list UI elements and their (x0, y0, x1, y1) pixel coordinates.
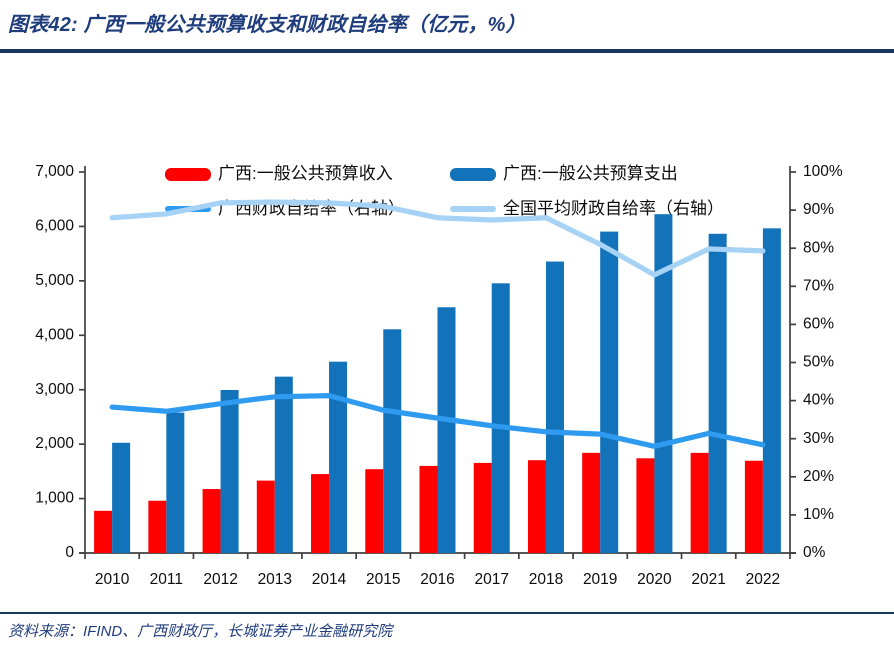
svg-text:70%: 70% (803, 277, 834, 294)
svg-text:2022: 2022 (746, 571, 780, 588)
national-rate-line-swatch-icon (450, 206, 496, 212)
svg-text:1,000: 1,000 (35, 490, 74, 507)
svg-text:2012: 2012 (203, 571, 237, 588)
svg-text:0: 0 (65, 544, 74, 561)
svg-text:80%: 80% (803, 239, 834, 256)
svg-text:20%: 20% (803, 468, 834, 485)
svg-text:2011: 2011 (150, 571, 183, 588)
svg-text:2015: 2015 (366, 571, 400, 588)
source-note: 资料来源：IFIND、广西财政厅，长城证券产业金融研究院 (8, 623, 393, 640)
svg-text:10%: 10% (803, 506, 834, 523)
svg-text:100%: 100% (803, 163, 843, 180)
svg-text:5,000: 5,000 (35, 272, 74, 289)
svg-text:2,000: 2,000 (35, 435, 74, 452)
line-national-rate (109, 199, 766, 278)
expenditure-bar-swatch-icon (450, 167, 496, 181)
svg-text:2021: 2021 (691, 571, 725, 588)
legend-label: 全国平均财政自给率（右轴） (503, 199, 724, 218)
svg-text:2010: 2010 (95, 571, 130, 588)
svg-text:2016: 2016 (420, 571, 454, 588)
legend-item-revenue: 广西:一般公共预算收入 (165, 165, 393, 183)
svg-text:0%: 0% (803, 544, 826, 561)
svg-text:6,000: 6,000 (35, 218, 74, 235)
chart-legend: 广西:一般公共预算收入 广西:一般公共预算支出 广西财政自给率（右轴） 全国平均… (0, 80, 894, 218)
svg-text:2019: 2019 (583, 571, 617, 588)
svg-text:3,000: 3,000 (35, 381, 74, 398)
legend-item-national-rate: 全国平均财政自给率（右轴） (450, 200, 724, 218)
svg-text:50%: 50% (803, 354, 834, 371)
svg-text:4,000: 4,000 (35, 326, 74, 343)
line-guangxi-rate (109, 393, 766, 449)
title-rule (0, 49, 894, 53)
bars-expenditure (112, 214, 781, 554)
legend-label: 广西:一般公共预算支出 (503, 164, 678, 183)
svg-text:2017: 2017 (474, 571, 508, 588)
svg-text:7,000: 7,000 (35, 163, 74, 180)
svg-text:2020: 2020 (637, 571, 672, 588)
svg-text:2013: 2013 (258, 571, 292, 588)
left-axis-labels: 0 1,000 2,000 3,000 4,000 5,000 6,000 7,000 (35, 163, 85, 561)
revenue-bar-swatch-icon (165, 167, 211, 181)
combo-chart: 0 1,000 2,000 3,000 4,000 5,000 6,000 7,000 0% 10… (35, 163, 843, 588)
x-axis-labels: 2010 2011 2012 2013 2014 2015 2016 2017 2018 2019… (84, 553, 791, 588)
svg-text:2018: 2018 (529, 571, 563, 588)
svg-text:40%: 40% (803, 392, 834, 409)
svg-text:60%: 60% (803, 315, 834, 332)
bars-revenue (94, 452, 763, 553)
source-rule (0, 612, 894, 614)
legend-item-expenditure: 广西:一般公共预算支出 (450, 165, 678, 183)
svg-text:90%: 90% (803, 201, 834, 218)
right-axis-labels: 0% 10% 20% 30% 40% 50% 60% 70% 80% 90% 100% (790, 163, 843, 561)
legend-label: 广西:一般公共预算收入 (218, 164, 393, 183)
figure-title: 图表42: 广西一般公共预算收支和财政自给率（亿元，%） (8, 14, 526, 36)
svg-text:2014: 2014 (312, 571, 347, 588)
svg-text:30%: 30% (803, 430, 834, 447)
